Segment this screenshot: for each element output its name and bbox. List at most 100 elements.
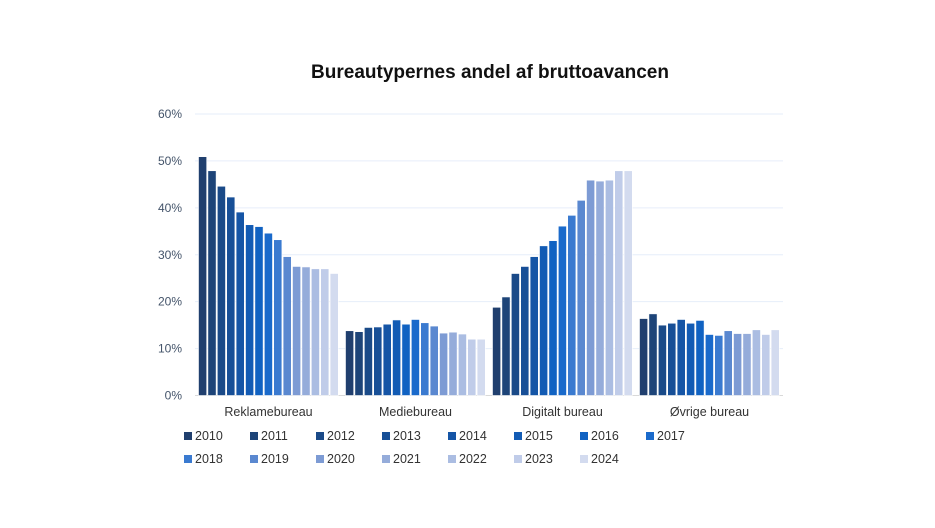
bar-2011-3	[648, 313, 658, 396]
bar-2022-2	[604, 179, 614, 396]
legend-swatch	[184, 432, 192, 440]
legend-label: 2017	[657, 429, 685, 443]
bar-2012-3	[657, 324, 667, 396]
bar-2015-0	[245, 224, 254, 396]
legend-swatch	[514, 455, 522, 463]
legend-swatch	[250, 455, 258, 463]
legend-swatch	[250, 432, 258, 440]
category-label: Reklamebureau	[224, 405, 312, 419]
bar-2010-1	[345, 330, 354, 396]
bar-2017-3	[704, 334, 714, 396]
bar-2021-2	[595, 180, 605, 396]
category-label: Mediebureau	[379, 405, 452, 419]
legend-swatch	[382, 455, 390, 463]
bar-2024-0	[329, 273, 339, 396]
chart-title: Bureautypernes andel af bruttoavancen	[311, 62, 669, 83]
bar-2022-1	[457, 333, 467, 396]
bar-2012-0	[217, 185, 226, 396]
legend-label: 2023	[525, 452, 553, 466]
legend-swatch	[382, 432, 390, 440]
legend-label: 2010	[195, 429, 223, 443]
bar-2023-1	[467, 338, 477, 396]
legend-label: 2012	[327, 429, 355, 443]
bar-2020-2	[586, 179, 595, 396]
bar-2013-1	[373, 326, 383, 396]
bar-2013-2	[520, 266, 530, 396]
bar-2019-1	[429, 325, 439, 396]
bar-2022-0	[310, 268, 320, 396]
bar-2017-2	[557, 225, 567, 396]
y-tick-label: 30%	[158, 248, 182, 262]
bar-2015-1	[392, 319, 401, 396]
legend-label: 2024	[591, 452, 619, 466]
legend-label: 2020	[327, 452, 355, 466]
legend-label: 2021	[393, 452, 421, 466]
legend-label: 2016	[591, 429, 619, 443]
legend-label: 2019	[261, 452, 289, 466]
legend-swatch	[514, 432, 522, 440]
legend-label: 2018	[195, 452, 223, 466]
legend-label: 2022	[459, 452, 487, 466]
bar-2016-0	[254, 226, 264, 396]
bar-2020-0	[292, 266, 301, 396]
bar-2014-2	[529, 256, 539, 396]
bar-2010-0	[198, 156, 207, 396]
bar-2024-1	[476, 338, 486, 396]
bar-2019-3	[723, 330, 733, 396]
bar-2023-2	[614, 170, 624, 396]
bar-2020-1	[439, 332, 448, 396]
legend-swatch	[184, 455, 192, 463]
bar-2012-2	[510, 273, 520, 396]
y-tick-label: 50%	[158, 154, 182, 168]
bar-2013-0	[226, 196, 236, 396]
bar-2023-0	[320, 268, 330, 396]
legend-label: 2015	[525, 429, 553, 443]
bar-2016-1	[401, 323, 411, 396]
legend-swatch	[646, 432, 654, 440]
bar-2024-2	[623, 170, 633, 396]
legend-swatch	[448, 432, 456, 440]
bar-2017-1	[410, 319, 420, 396]
legend-swatch	[316, 432, 324, 440]
bar-2014-3	[676, 319, 686, 396]
legend-swatch	[580, 432, 588, 440]
bar-2014-0	[235, 211, 245, 396]
legend-swatch	[580, 455, 588, 463]
bar-2018-3	[714, 335, 724, 396]
bar-2016-2	[548, 240, 558, 396]
bar-2011-2	[501, 296, 511, 396]
bar-2020-3	[733, 333, 742, 396]
bar-2015-2	[539, 245, 548, 396]
category-label: Øvrige bureau	[670, 405, 749, 419]
y-tick-label: 10%	[158, 342, 182, 356]
legend-label: 2011	[261, 429, 288, 443]
legend-swatch	[316, 455, 324, 463]
bar-2021-0	[301, 266, 311, 396]
bar-2016-3	[695, 320, 705, 396]
bar-2013-3	[667, 322, 677, 396]
bar-2014-1	[382, 323, 392, 396]
bar-2018-1	[420, 322, 430, 396]
y-tick-label: 60%	[158, 107, 182, 121]
bar-2022-3	[751, 329, 761, 396]
bar-2021-3	[742, 333, 752, 396]
y-tick-label: 0%	[165, 389, 183, 403]
bar-2012-1	[363, 327, 373, 396]
legend-label: 2013	[393, 429, 421, 443]
bar-2019-0	[282, 256, 292, 396]
category-label: Digitalt bureau	[522, 405, 603, 419]
y-tick-label: 20%	[158, 295, 182, 309]
bar-2019-2	[576, 200, 586, 396]
bar-2011-1	[354, 331, 364, 396]
legend-label: 2014	[459, 429, 487, 443]
bar-2015-3	[686, 322, 695, 396]
bar-2017-0	[263, 232, 273, 396]
bar-2018-0	[273, 239, 283, 396]
legend-swatch	[448, 455, 456, 463]
y-tick-label: 40%	[158, 201, 182, 215]
bar-2010-2	[492, 306, 501, 396]
bar-2024-3	[770, 329, 780, 396]
bar-2010-3	[639, 318, 648, 396]
bar-2023-3	[761, 334, 771, 396]
